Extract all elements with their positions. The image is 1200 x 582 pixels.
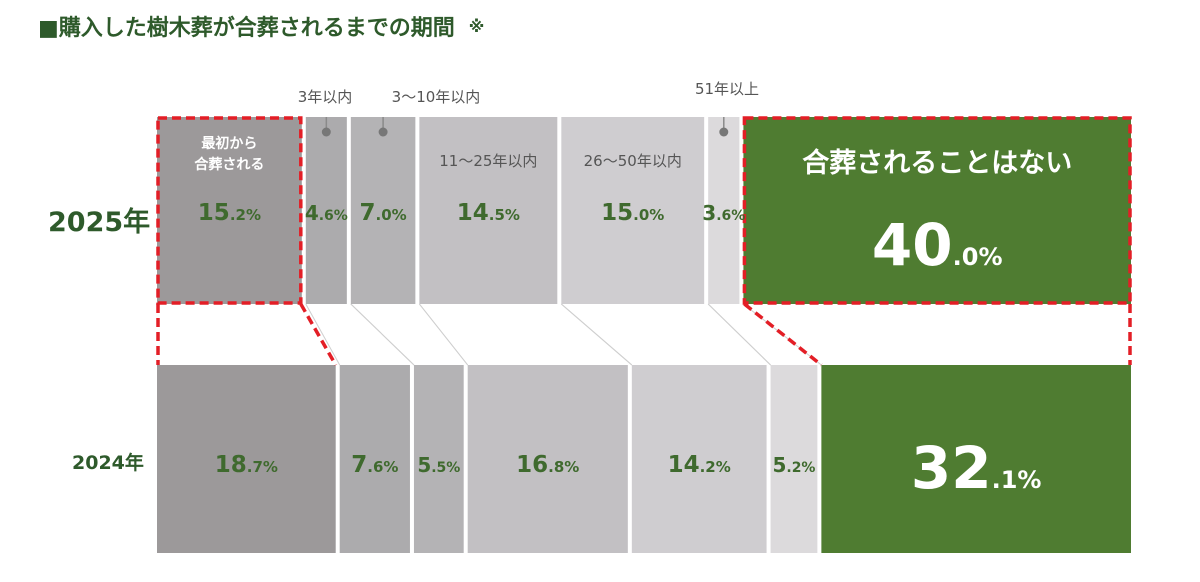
value-label-int: 7	[351, 452, 367, 478]
bar-segment	[305, 117, 347, 304]
label-pointer-dot	[719, 127, 729, 137]
value-label-highlight-int: 40	[872, 211, 953, 279]
category-label: 51年以上	[695, 80, 759, 98]
value-label-highlight-int: 32	[911, 434, 992, 502]
value-label-int: 5	[417, 453, 431, 477]
value-label-highlight-dec: .1%	[992, 466, 1042, 494]
value-label: 4.6%	[305, 201, 348, 225]
value-label: 18.7%	[215, 452, 278, 478]
value-label: 14.5%	[457, 200, 520, 226]
value-label-dec: .0%	[633, 206, 664, 224]
value-label: 3.6%	[702, 201, 745, 225]
value-label-highlight-dec: .0%	[953, 243, 1003, 271]
bar-segment	[631, 365, 767, 553]
value-label-dec: .2%	[700, 458, 731, 476]
category-label: 26〜50年以内	[584, 152, 682, 170]
row-label-2025: 2025年	[48, 207, 151, 238]
connector-line	[305, 303, 341, 366]
bar-segment	[157, 117, 302, 304]
label-pointer-dot	[378, 127, 388, 137]
bar-segment	[157, 365, 336, 553]
value-label-dec: .7%	[247, 458, 278, 476]
title-note: ※	[468, 17, 485, 36]
value-label-int: 7	[360, 200, 376, 226]
value-label-int: 3	[702, 201, 716, 225]
value-label: 15.0%	[601, 200, 664, 226]
bar-segment	[339, 365, 410, 553]
value-label: 7.6%	[351, 452, 398, 478]
value-label: 7.0%	[360, 200, 407, 226]
bar-segment	[350, 117, 416, 304]
value-label-dec: .2%	[786, 460, 815, 476]
value-label-dec: .6%	[716, 208, 745, 224]
highlight-connector	[743, 302, 823, 367]
category-label: 3〜10年以内	[392, 88, 481, 106]
value-label-int: 5	[772, 453, 786, 477]
value-label-dec: .2%	[230, 206, 261, 224]
category-label: 11〜25年以内	[439, 152, 537, 170]
value-label: 14.2%	[668, 452, 731, 478]
value-label-dec: .5%	[431, 460, 460, 476]
value-label-highlight: 32.1%	[911, 434, 1042, 502]
bar-segment	[413, 365, 464, 553]
value-label-int: 14	[668, 452, 700, 478]
connector-line	[418, 303, 469, 366]
connector-line	[707, 303, 771, 366]
value-label-dec: .6%	[319, 208, 348, 224]
value-label-dec: .5%	[489, 206, 520, 224]
value-label-int: 16	[516, 452, 548, 478]
category-label: 最初から	[201, 135, 257, 152]
value-label: 5.2%	[772, 453, 815, 477]
value-label-dec: .0%	[376, 206, 407, 224]
value-label-int: 14	[457, 200, 489, 226]
bar-segment	[708, 117, 740, 304]
row-label-2024: 2024年	[72, 452, 144, 474]
bar-segment	[561, 117, 705, 304]
value-label: 15.2%	[198, 200, 261, 226]
highlight-box-last	[742, 116, 1132, 305]
highlight-connector	[299, 303, 338, 366]
value-label: 16.8%	[516, 452, 579, 478]
value-label-dec: .8%	[548, 458, 579, 476]
category-label: 合葬される	[194, 156, 264, 173]
bar-segment	[467, 365, 628, 553]
chart-title-text: ■購入した樹木葬が合葬されるまでの期間	[38, 16, 455, 41]
value-label-int: 15	[198, 200, 230, 226]
highlight-box-first	[156, 116, 303, 305]
bar-segment	[770, 365, 818, 553]
chart-title: ■購入した樹木葬が合葬されるまでの期間 ※	[38, 10, 484, 42]
connector-line	[560, 303, 633, 366]
bar-segment	[743, 117, 1131, 304]
bar-segment	[821, 365, 1131, 553]
value-label-dec: .6%	[367, 458, 398, 476]
value-label-highlight: 40.0%	[872, 211, 1003, 279]
bar-segment	[419, 117, 558, 304]
value-label-int: 18	[215, 452, 247, 478]
value-label: 5.5%	[417, 453, 460, 477]
category-label: 3年以内	[298, 88, 353, 106]
value-label-int: 15	[601, 200, 633, 226]
value-label-int: 4	[305, 201, 319, 225]
category-label-highlight: 合葬されることはない	[802, 147, 1072, 179]
connector-line	[350, 303, 415, 366]
label-pointer-dot	[321, 127, 331, 137]
